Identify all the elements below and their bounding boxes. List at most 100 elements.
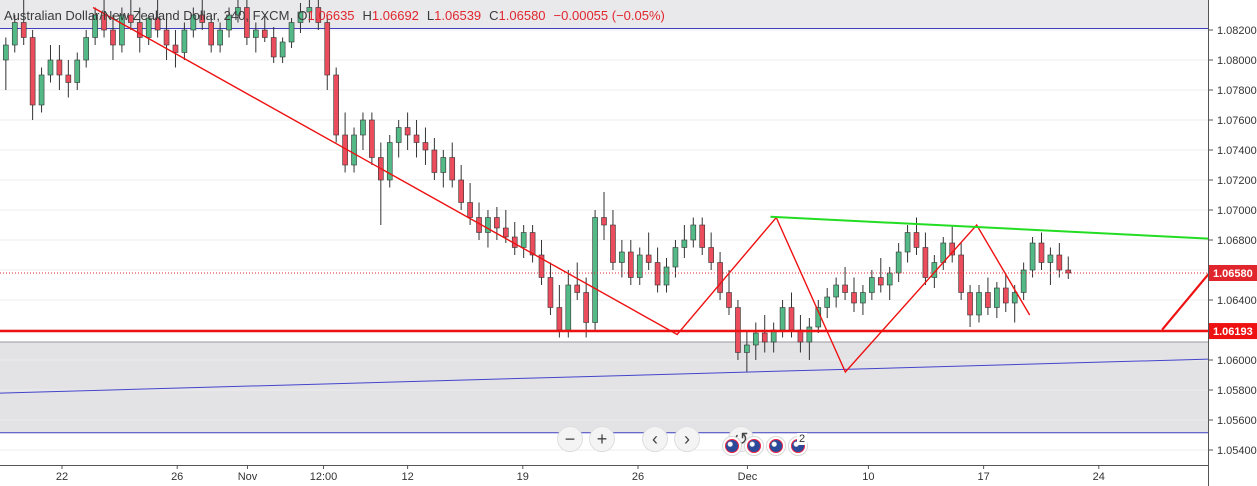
candle [119, 7, 125, 53]
candle-body [190, 14, 197, 31]
candle-body [994, 287, 1000, 308]
time-tick-label: 17 [977, 471, 989, 483]
candle-body [529, 232, 536, 256]
candle [297, 3, 304, 33]
event-flag-icon[interactable] [744, 436, 764, 456]
candle-body [654, 262, 661, 286]
price-tick-label: 1.06000 [1217, 355, 1257, 367]
candle-body [253, 29, 259, 38]
candle [904, 225, 911, 263]
candle [431, 138, 438, 180]
candle-body [503, 227, 509, 238]
candle [333, 67, 339, 143]
candle [654, 247, 661, 293]
close-value: C1.06580 [489, 8, 546, 23]
candle-body [172, 44, 179, 53]
candle [47, 45, 54, 83]
scroll-right-button[interactable]: › [674, 426, 700, 452]
candle [1056, 243, 1063, 278]
candle-body [851, 292, 857, 304]
candle [842, 267, 848, 300]
candle [440, 150, 447, 188]
candle-body [601, 217, 607, 226]
candle [181, 22, 188, 60]
price-tick-label: 1.07800 [1217, 85, 1257, 97]
open-value: O1.06635 [297, 8, 355, 23]
event-flag-icon[interactable] [766, 436, 786, 456]
candle [833, 277, 839, 308]
candle-body [217, 29, 223, 46]
candle [65, 60, 72, 98]
candle [967, 285, 973, 327]
candle-body [306, 7, 313, 13]
candle [824, 288, 831, 318]
candle [895, 243, 902, 282]
candle-body [244, 7, 250, 38]
candle [583, 277, 589, 338]
time-tick-label: 22 [56, 471, 68, 483]
candle-body [47, 59, 54, 76]
candle-body [404, 127, 411, 136]
candle [422, 127, 429, 165]
candle [74, 52, 81, 90]
candle-body [65, 74, 72, 83]
candle [244, 0, 250, 45]
price-tick-label: 1.05600 [1217, 415, 1257, 427]
candle [922, 232, 929, 285]
candle-body [547, 277, 554, 308]
candle [270, 27, 277, 63]
candle [190, 7, 197, 38]
candle [288, 18, 295, 48]
candle-body [556, 307, 563, 331]
candle-body [38, 74, 45, 106]
scroll-controls: ‹ › [642, 426, 700, 452]
candle-body [440, 157, 447, 173]
zoom-in-button[interactable]: + [589, 426, 615, 452]
price-tick-label: 1.08000 [1217, 55, 1257, 67]
candle-body [101, 14, 107, 31]
candle [3, 37, 9, 90]
last-price-tag [1209, 265, 1257, 281]
last-price-label: 1.06580 [1213, 268, 1253, 280]
scroll-left-button[interactable]: ‹ [642, 426, 668, 452]
upper-shaded-band [0, 0, 1208, 29]
candle [279, 37, 286, 63]
high-value: H1.06692 [362, 8, 419, 23]
candle-body [681, 239, 688, 248]
candle [529, 225, 536, 263]
candle-body [449, 157, 456, 181]
candle-body [1056, 254, 1063, 271]
candle [672, 240, 679, 278]
time-tick-label: Dec [738, 471, 758, 483]
candle [627, 240, 634, 285]
price-tick-label: 1.07400 [1217, 145, 1257, 157]
candle [324, 15, 331, 90]
candle-body [708, 247, 714, 263]
zoom-controls: − + [557, 426, 615, 452]
candle [145, 15, 152, 45]
candle [315, 0, 322, 30]
change-value: −0.00055 (−0.05%) [553, 8, 665, 23]
candle-body [145, 17, 152, 38]
candle-body [92, 14, 98, 38]
candle-body [83, 37, 89, 61]
candle [413, 120, 420, 158]
event-flag-icon[interactable] [722, 436, 742, 456]
candle-body [752, 332, 759, 346]
candle [886, 267, 893, 300]
candle-body [1020, 269, 1027, 293]
time-tick-label: 26 [171, 471, 183, 483]
candle-body [619, 251, 625, 263]
time-tick-label: 26 [632, 471, 644, 483]
candle-body [485, 217, 491, 233]
candle [601, 192, 607, 240]
zoom-out-button[interactable]: − [557, 426, 583, 452]
candle-body [886, 272, 893, 286]
candle-body [110, 29, 116, 46]
candle-body [985, 292, 991, 308]
candle [619, 240, 625, 278]
event-flag-icon[interactable] [788, 436, 808, 456]
candle-body [458, 179, 464, 203]
candle-body [369, 119, 375, 158]
